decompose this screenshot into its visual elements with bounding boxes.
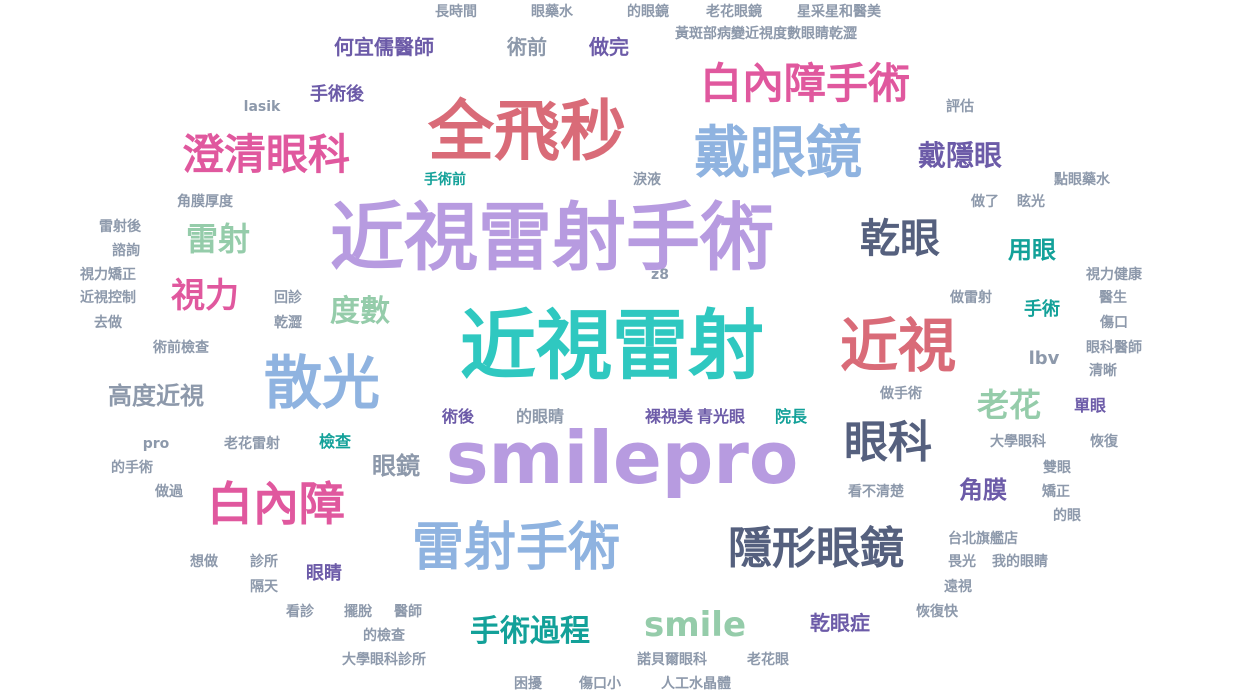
cloud-word: 想做: [190, 554, 218, 571]
cloud-word: 台北旗艦店: [948, 531, 1018, 548]
cloud-word: 手術: [1024, 299, 1060, 321]
cloud-word: 老花: [976, 386, 1041, 425]
cloud-word: smile: [643, 605, 747, 646]
cloud-word: 角膜: [959, 475, 1007, 504]
cloud-word: 諮詢: [112, 243, 140, 260]
cloud-word: 隱形眼鏡: [728, 522, 904, 574]
cloud-word: 高度近視: [108, 381, 204, 410]
cloud-word: 清晰: [1089, 363, 1117, 380]
cloud-word: 傷口小: [579, 676, 621, 693]
cloud-word: 度數: [330, 293, 390, 329]
cloud-word: 手術後: [310, 84, 364, 106]
cloud-word: 眩光: [1017, 194, 1045, 211]
cloud-word: 雷射後: [99, 219, 141, 236]
cloud-word: 眼藥水: [531, 4, 573, 21]
cloud-word: 做雷射: [950, 290, 992, 307]
cloud-word: 雷射: [185, 220, 250, 259]
cloud-word: 眼科: [844, 416, 932, 468]
cloud-word: 眼鏡: [372, 451, 420, 480]
cloud-word: 手術過程: [470, 613, 590, 649]
cloud-word: 近視雷射手術: [330, 195, 774, 282]
cloud-word: 大學眼科: [990, 434, 1046, 451]
cloud-word: 戴眼鏡: [694, 121, 862, 187]
cloud-word: z8: [651, 267, 669, 284]
cloud-word: 的手術: [111, 460, 153, 477]
cloud-word: 我的眼睛: [992, 554, 1048, 571]
cloud-word: 單眼: [1074, 396, 1107, 416]
cloud-word: lbv: [1028, 348, 1060, 370]
cloud-word: 點眼藥水: [1054, 172, 1110, 189]
cloud-word: 戴隱眼: [917, 138, 1002, 172]
cloud-word: 裸視美: [644, 407, 693, 427]
cloud-word: 的眼鏡: [627, 4, 669, 21]
cloud-word: 近視雷射: [460, 301, 764, 391]
cloud-word: 雙眼: [1043, 460, 1071, 477]
cloud-word: lasik: [243, 99, 281, 116]
cloud-word: 恢復: [1090, 434, 1118, 451]
cloud-word: 雷射手術: [411, 518, 620, 579]
cloud-word: 近視: [839, 312, 956, 381]
cloud-word: 星采星和醫美: [797, 4, 881, 21]
cloud-word: 隔天: [250, 579, 278, 596]
cloud-word: 老花眼: [747, 652, 789, 669]
cloud-word: 視力矯正: [80, 267, 136, 284]
cloud-word: 畏光: [948, 554, 976, 571]
cloud-word: 大學眼科診所: [342, 652, 426, 669]
cloud-word: 的眼: [1053, 508, 1081, 525]
cloud-word: 乾眼: [860, 216, 940, 262]
cloud-word: 的眼睛: [515, 407, 564, 427]
cloud-word: 去做: [94, 315, 122, 332]
cloud-word: 術後: [441, 407, 474, 427]
cloud-word: 困擾: [514, 676, 542, 693]
cloud-word: 醫師: [394, 604, 422, 621]
cloud-word: 做手術: [880, 386, 922, 403]
cloud-word: 看不清楚: [848, 484, 904, 501]
cloud-word: 院長: [774, 407, 807, 427]
cloud-word: 看診: [286, 604, 314, 621]
cloud-word: 近視控制: [80, 290, 136, 307]
cloud-word: 澄清眼科: [181, 129, 350, 179]
cloud-word: 淚液: [633, 172, 661, 189]
cloud-word: 回診: [274, 290, 302, 307]
cloud-word: 眼科醫師: [1086, 340, 1142, 357]
cloud-word: 散光: [263, 349, 380, 418]
cloud-word: 老花眼鏡: [706, 4, 762, 21]
cloud-word: 諾貝爾眼科: [637, 652, 707, 669]
cloud-word: 做了: [971, 194, 999, 211]
cloud-word: 角膜厚度: [177, 194, 233, 211]
cloud-word: 矯正: [1042, 484, 1070, 501]
cloud-word: 乾澀: [274, 315, 302, 332]
cloud-word: 術前檢查: [153, 340, 209, 357]
cloud-word: 檢查: [318, 432, 351, 452]
cloud-word: 黃斑部病變近視度數眼睛乾澀: [675, 26, 857, 43]
cloud-word: 術前: [507, 35, 547, 59]
cloud-word: 手術前: [424, 172, 466, 189]
cloud-word: 恢復快: [916, 604, 958, 621]
cloud-word: 老花雷射: [224, 436, 280, 453]
cloud-word: 擺脫: [344, 604, 372, 621]
cloud-word: 何宜儒醫師: [334, 35, 434, 59]
cloud-word: 白內障手術: [699, 58, 910, 108]
cloud-word: smilepro: [445, 416, 799, 501]
cloud-word: 青光眼: [696, 407, 745, 427]
cloud-word: 眼睛: [306, 563, 342, 585]
cloud-word: 用眼: [1008, 235, 1056, 264]
cloud-word: 的檢查: [363, 628, 405, 645]
cloud-word: 醫生: [1099, 290, 1127, 307]
cloud-word: 人工水晶體: [661, 676, 731, 693]
cloud-word: 評估: [946, 99, 974, 116]
cloud-word: 長時間: [435, 4, 477, 21]
cloud-word: 乾眼症: [810, 611, 870, 635]
cloud-word: 診所: [250, 554, 278, 571]
cloud-word: pro: [142, 436, 170, 453]
cloud-word: 全飛秒: [428, 92, 626, 170]
cloud-word: 傷口: [1100, 315, 1128, 332]
cloud-word: 視力: [171, 276, 239, 317]
cloud-word: 遠視: [944, 579, 972, 596]
cloud-word: 做過: [155, 484, 183, 501]
cloud-word: 做完: [589, 35, 629, 59]
cloud-word: 視力健康: [1086, 267, 1142, 284]
cloud-word: 白內障: [207, 476, 345, 531]
